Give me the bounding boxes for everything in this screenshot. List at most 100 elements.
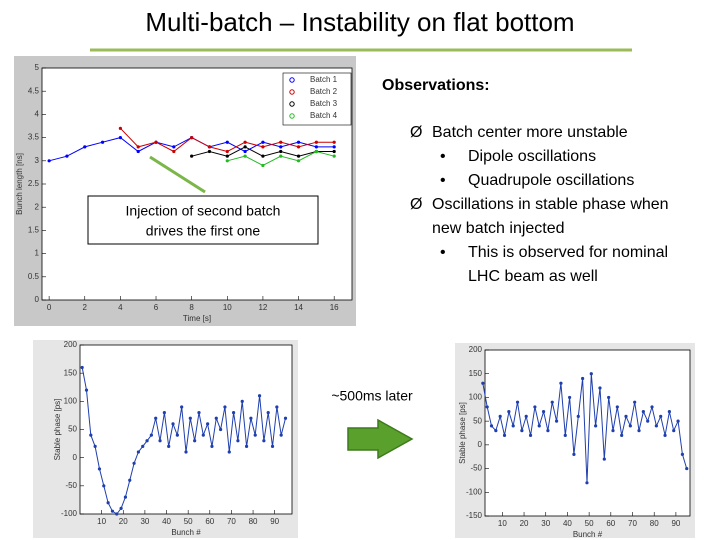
data-point [680, 452, 685, 456]
x-tick-label: 90 [270, 517, 279, 526]
y-tick-label: 1 [35, 249, 40, 258]
data-point [190, 154, 194, 158]
data-point [332, 145, 336, 149]
callout-text: drives the first one [146, 223, 261, 239]
x-tick-label: 20 [119, 517, 128, 526]
data-point [533, 405, 537, 409]
bullet-marker: • [440, 172, 446, 189]
data-point [628, 424, 632, 428]
data-point [188, 416, 192, 420]
data-point [193, 439, 197, 443]
data-point [249, 416, 253, 420]
data-line [482, 373, 688, 483]
data-point [314, 140, 318, 144]
data-point [641, 410, 645, 414]
data-point [207, 145, 212, 149]
data-point [650, 405, 654, 409]
y-tick-label: 150 [469, 369, 483, 378]
data-point [685, 466, 689, 471]
data-point [115, 512, 119, 516]
data-point [270, 444, 275, 448]
data-point [511, 424, 515, 428]
data-point [219, 427, 223, 432]
data-point [172, 149, 176, 154]
data-point [184, 450, 188, 454]
data-point [154, 416, 158, 420]
data-point [502, 433, 507, 437]
data-point [296, 159, 301, 163]
legend-marker [289, 77, 295, 83]
callout-box [87, 195, 319, 245]
data-point [314, 145, 318, 149]
data-point [240, 399, 244, 403]
data-point [332, 140, 336, 144]
data-point [123, 495, 128, 499]
x-tick-label: 16 [330, 303, 339, 312]
data-point [158, 439, 162, 443]
x-tick-label: 70 [227, 517, 236, 526]
data-point [620, 433, 624, 437]
x-tick-label: 2 [83, 303, 88, 312]
y-tick-label: -150 [466, 511, 483, 520]
data-point [489, 424, 494, 428]
x-tick-label: 70 [628, 519, 637, 528]
y-tick-label: -100 [61, 509, 78, 518]
y-axis-label: Stable phase [ps] [53, 399, 62, 461]
data-point [136, 145, 140, 149]
callout-text: Injection of second batch [126, 203, 281, 219]
x-tick-label: 40 [563, 519, 572, 528]
data-point [119, 506, 123, 510]
bullet-marker: • [440, 244, 446, 261]
x-tick-label: 80 [249, 517, 258, 526]
data-point [615, 405, 619, 409]
y-tick-label: 200 [64, 340, 78, 349]
data-point [223, 405, 227, 409]
legend-label: Batch 2 [310, 87, 338, 96]
x-tick-label: 14 [294, 303, 303, 312]
callout-arrow [149, 155, 206, 194]
x-tick-label: 30 [541, 519, 550, 528]
bullet-marker: • [440, 148, 446, 165]
bullet-text: LHC beam as well [468, 268, 598, 285]
y-tick-label: -50 [470, 464, 482, 473]
data-point [243, 149, 247, 154]
data-point [214, 416, 218, 420]
arrow [347, 418, 414, 460]
legend-label: Batch 1 [310, 75, 338, 84]
data-point [589, 372, 593, 376]
data-point [261, 140, 265, 144]
data-point [554, 419, 559, 423]
x-tick-label: 12 [258, 303, 267, 312]
data-point [89, 433, 93, 437]
x-axis-label: Bunch # [171, 528, 201, 537]
x-tick-label: 40 [162, 517, 171, 526]
y-axis-label: Bunch length [ns] [15, 153, 24, 215]
bullet-text: Quadrupole oscillations [468, 172, 634, 189]
y-tick-label: 100 [64, 396, 78, 405]
data-point [528, 433, 533, 437]
y-tick-label: 2.5 [28, 179, 40, 188]
data-point [210, 444, 214, 448]
data-point [175, 433, 179, 437]
data-point [201, 433, 205, 437]
data-point [266, 411, 270, 415]
data-point [190, 136, 194, 140]
later-label: ~500ms later [331, 388, 413, 404]
data-point [128, 478, 132, 482]
data-point [236, 439, 240, 443]
y-tick-label: -50 [65, 481, 77, 490]
data-point [576, 414, 580, 418]
x-tick-label: 10 [223, 303, 232, 312]
x-tick-label: 60 [606, 519, 615, 528]
data-point [172, 145, 176, 149]
data-point [611, 429, 615, 433]
data-point [541, 410, 546, 414]
slide-title: Multi-batch – Instability on flat bottom [145, 7, 574, 37]
data-point [607, 395, 611, 400]
data-point [485, 405, 489, 409]
data-point [118, 136, 122, 140]
data-point [494, 429, 498, 433]
data-point [637, 429, 641, 433]
data-point [197, 411, 201, 415]
y-tick-label: 3.5 [28, 133, 40, 142]
